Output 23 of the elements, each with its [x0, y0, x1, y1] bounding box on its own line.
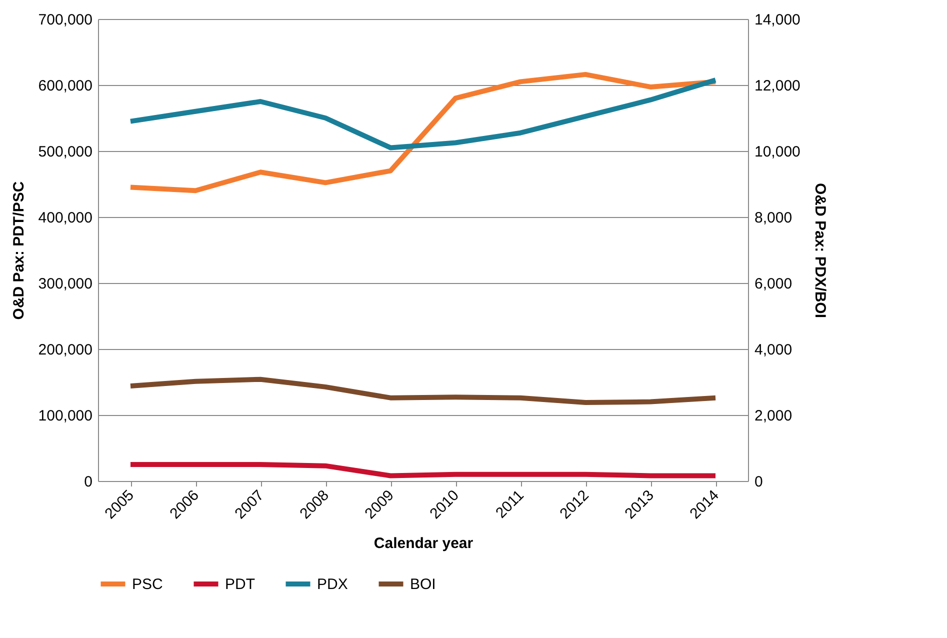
legend-label: PDX	[317, 576, 348, 593]
y-tick-label: 500,000	[38, 144, 92, 160]
y2-tick-label: 2,000	[754, 408, 792, 424]
y-tick-label: 300,000	[38, 276, 92, 292]
y2-tick-label: 0	[754, 474, 763, 490]
y-tick-label: 400,000	[38, 210, 92, 226]
legend-label: PDT	[225, 576, 255, 593]
y-tick-label: 200,000	[38, 342, 92, 358]
x-axis-title: Calendar year	[374, 534, 474, 552]
y2-tick-label: 6,000	[754, 276, 792, 292]
y-tick-label: 700,000	[38, 12, 92, 28]
legend-label: PSC	[132, 576, 164, 593]
y2-tick-label: 14,000	[754, 12, 800, 28]
y-tick-label: 0	[84, 474, 92, 490]
y-tick-label: 600,000	[38, 78, 92, 94]
y2-tick-label: 10,000	[754, 144, 800, 160]
y-axis-title: O&D Pax: PDT/PSC	[10, 181, 28, 320]
y-tick-label: 100,000	[38, 408, 92, 424]
y2-tick-label: 12,000	[754, 78, 800, 94]
y2-axis-title: O&D Pax: PDX/BOI	[811, 182, 828, 318]
legend-label: BOI	[410, 576, 436, 593]
y2-tick-label: 4,000	[754, 342, 792, 358]
y2-tick-label: 8,000	[754, 210, 792, 226]
